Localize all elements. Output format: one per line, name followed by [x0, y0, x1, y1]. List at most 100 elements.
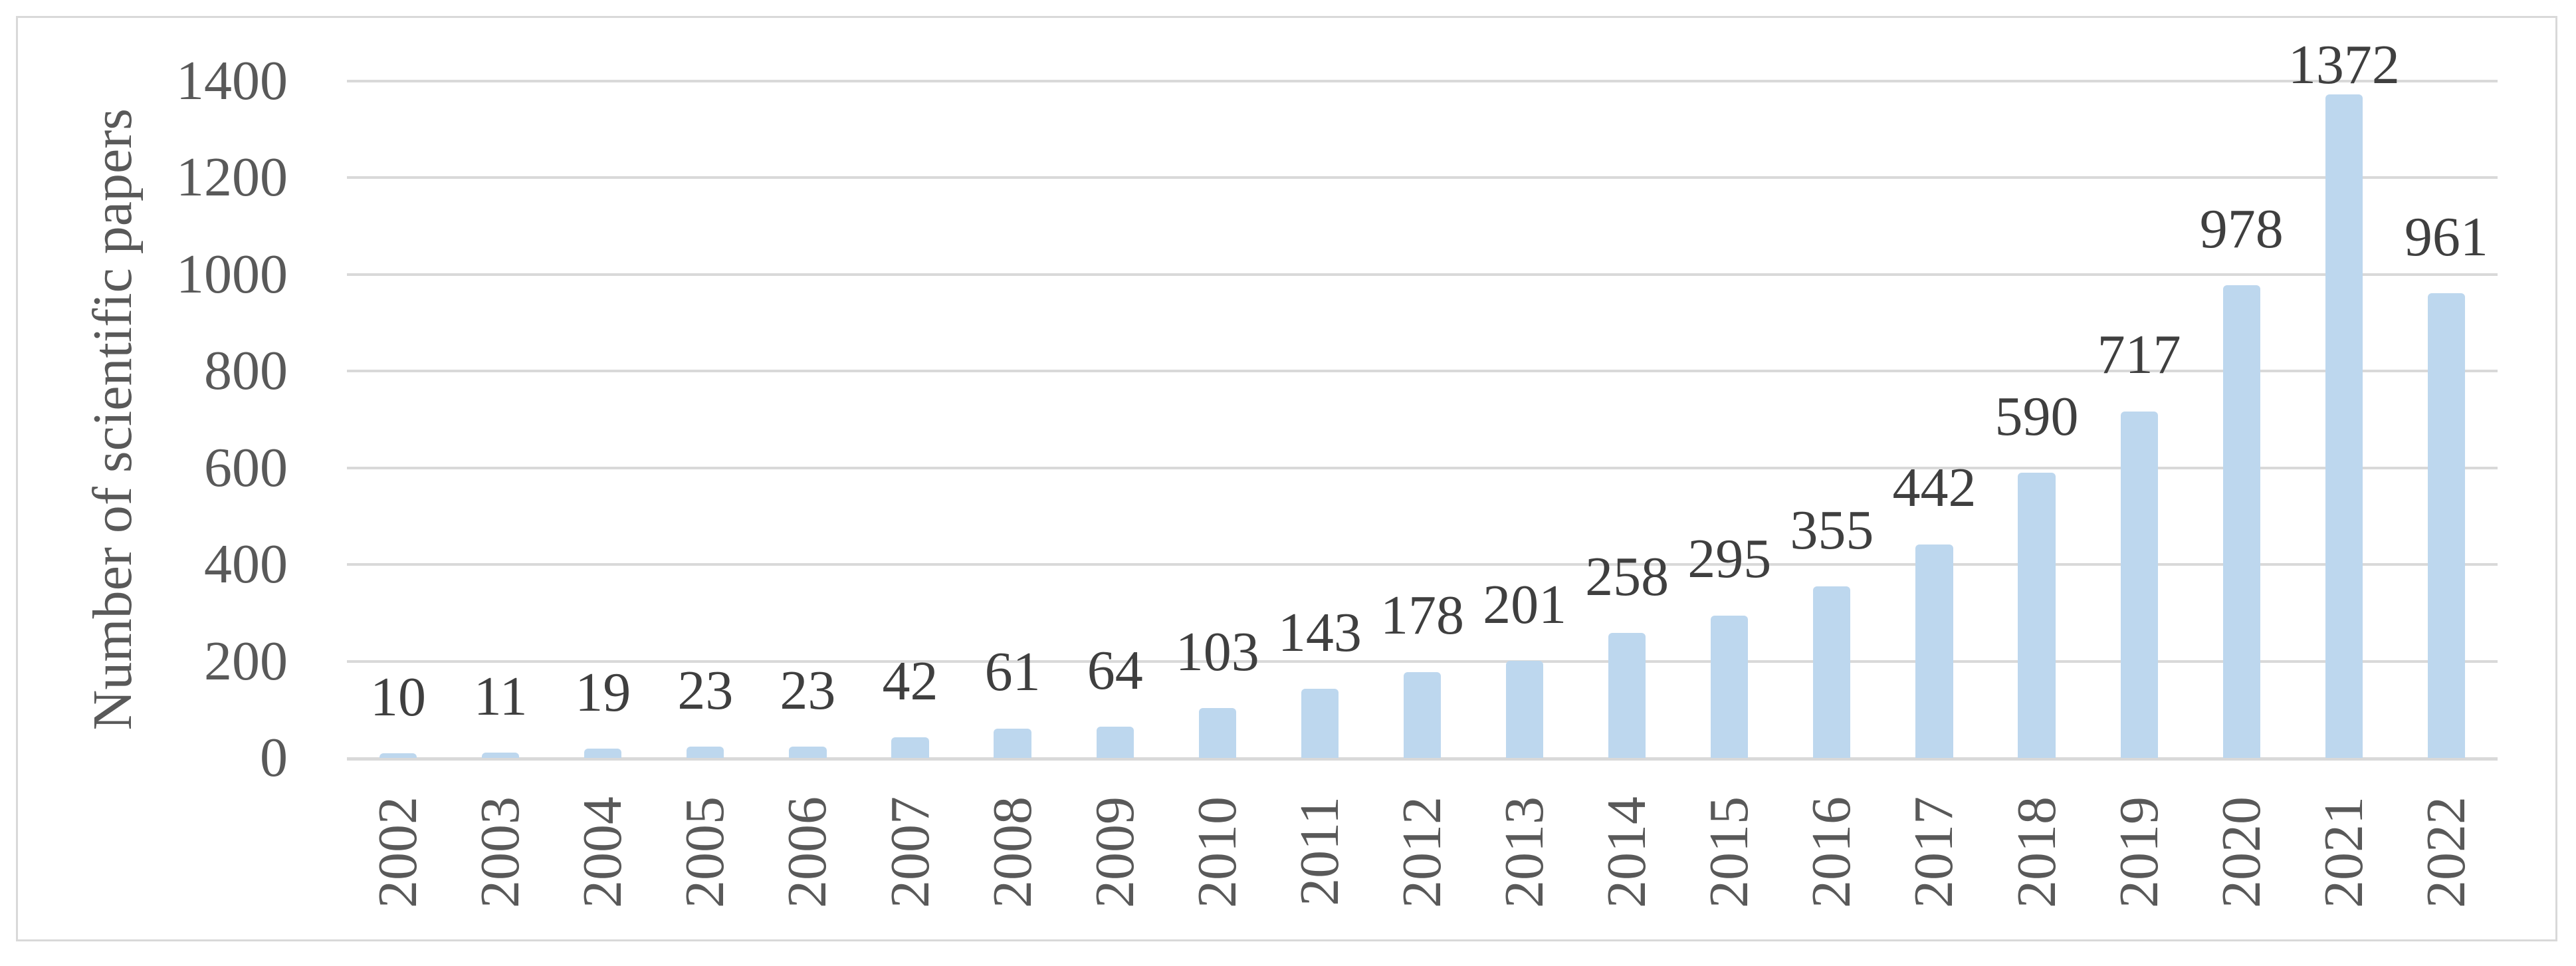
x-tick-label-2010: 2010 — [1186, 796, 1248, 908]
data-label-2016: 355 — [1790, 499, 1874, 561]
x-axis-line — [347, 757, 2498, 761]
bar-2008 — [994, 728, 1031, 758]
gridline-600 — [347, 466, 2498, 469]
bar-slot-2014: 258 2014 — [1576, 81, 1678, 908]
bar-2009 — [1096, 727, 1134, 758]
gridline-1400 — [347, 80, 2498, 82]
bar-2021 — [2325, 94, 2363, 758]
bar-2017 — [1915, 544, 1953, 758]
y-tick-label-200: 200 — [204, 630, 288, 692]
x-tick-label-text: 2010 — [1186, 796, 1248, 908]
data-label-2014: 258 — [1585, 546, 1669, 608]
bar-2018 — [2018, 473, 2056, 758]
x-tick-label-2005: 2005 — [674, 796, 736, 908]
x-tick-label-text: 2011 — [1288, 796, 1350, 906]
x-tick-label-text: 2006 — [776, 796, 839, 908]
bar-slot-2012: 178 2012 — [1371, 81, 1473, 908]
bar-slot-2016: 355 2016 — [1780, 81, 1883, 908]
x-tick-label-2011: 2011 — [1288, 796, 1350, 906]
x-tick-label-text: 2002 — [367, 796, 429, 908]
x-tick-label-2015: 2015 — [1698, 796, 1760, 908]
x-tick-label-2018: 2018 — [2005, 796, 2068, 908]
bar-2016 — [1813, 586, 1851, 758]
bar-slot-2008: 61 2008 — [962, 81, 1064, 908]
bar-2014 — [1608, 633, 1646, 758]
x-tick-label-text: 2005 — [674, 796, 736, 908]
y-tick-label-800: 800 — [204, 340, 288, 402]
x-tick-label-2003: 2003 — [469, 796, 531, 908]
bar-2019 — [2120, 411, 2158, 758]
x-tick-label-text: 2004 — [572, 796, 634, 908]
bar-slot-2020: 978 2020 — [2191, 81, 2293, 908]
x-tick-label-text: 2017 — [1903, 796, 1965, 908]
x-tick-label-2019: 2019 — [2108, 796, 2170, 908]
data-label-2012: 178 — [1380, 584, 1464, 647]
bar-2022 — [2427, 293, 2466, 758]
y-tick-label-600: 600 — [204, 436, 288, 499]
bar-slot-2013: 201 2013 — [1473, 81, 1576, 908]
data-label-2004: 19 — [575, 662, 631, 723]
bar-slot-2019: 717 2019 — [2088, 81, 2191, 908]
bar-2007 — [891, 737, 929, 758]
x-tick-label-2006: 2006 — [776, 796, 839, 908]
bar-2013 — [1505, 660, 1544, 758]
x-tick-label-text: 2013 — [1493, 796, 1556, 908]
data-label-2002: 10 — [370, 665, 427, 728]
bar-2011 — [1301, 689, 1339, 758]
x-tick-label-text: 2018 — [2005, 796, 2068, 908]
gridline-800 — [347, 370, 2498, 373]
bar-slot-2004: 19 2004 — [552, 81, 654, 908]
bar-slot-2005: 23 2005 — [654, 81, 756, 908]
bar-slot-2017: 442 2017 — [1883, 81, 1985, 908]
bar-slot-2018: 590 2018 — [1986, 81, 2088, 908]
y-tick-label-1400: 1400 — [176, 50, 288, 112]
data-label-2019: 717 — [2097, 324, 2181, 386]
x-tick-label-2017: 2017 — [1903, 796, 1965, 908]
data-label-2008: 61 — [984, 641, 1041, 703]
x-tick-label-2016: 2016 — [1800, 796, 1863, 908]
x-tick-label-2002: 2002 — [367, 796, 429, 908]
data-label-2009: 64 — [1087, 640, 1143, 702]
bar-slot-2022: 961 2022 — [2395, 81, 2498, 908]
gridline-1200 — [347, 176, 2498, 180]
y-tick-label-400: 400 — [204, 533, 288, 596]
data-label-2015: 295 — [1687, 528, 1772, 590]
x-tick-label-2008: 2008 — [982, 796, 1043, 908]
x-tick-label-text: 2007 — [879, 796, 941, 908]
x-tick-label-2007: 2007 — [879, 796, 941, 908]
bar-2020 — [2222, 285, 2260, 758]
x-tick-label-2013: 2013 — [1493, 796, 1556, 908]
x-tick-label-text: 2022 — [2415, 796, 2477, 908]
data-label-2022: 961 — [2404, 206, 2488, 269]
bar-2006 — [789, 747, 827, 758]
bar-2015 — [1711, 615, 1749, 758]
x-tick-label-text: 2014 — [1596, 796, 1658, 908]
data-label-2017: 442 — [1892, 457, 1977, 519]
bar-slot-2011: 143 2011 — [1269, 81, 1371, 906]
x-tick-label-2020: 2020 — [2210, 796, 2272, 908]
data-label-2010: 103 — [1175, 620, 1259, 683]
bar-2002 — [379, 753, 417, 758]
data-label-2021: 1372 — [2288, 34, 2400, 96]
bar-2003 — [482, 753, 520, 758]
bar-slot-2002: 10 2002 — [347, 81, 449, 908]
bar-2010 — [1198, 708, 1236, 758]
x-tick-label-2012: 2012 — [1391, 796, 1453, 908]
bar-slot-2006: 23 2006 — [756, 81, 859, 908]
bar-slot-2021: 1372 2021 — [2288, 35, 2400, 908]
x-tick-label-2004: 2004 — [572, 796, 634, 908]
bar-series: 10 2002 11 2003 19 2004 23 2005 23 2006 42 2007 61 20… — [347, 35, 2498, 908]
data-label-2005: 23 — [677, 660, 734, 722]
x-tick-label-text: 2021 — [2312, 796, 2375, 908]
gridline-200 — [347, 660, 2498, 663]
x-tick-label-text: 2009 — [1083, 796, 1146, 908]
data-label-2006: 23 — [780, 660, 836, 722]
bar-slot-2007: 42 2007 — [859, 81, 961, 908]
x-tick-label-text: 2016 — [1800, 796, 1863, 908]
data-label-2003: 11 — [473, 665, 528, 727]
x-tick-label-2021: 2021 — [2312, 796, 2375, 908]
y-tick-label-1000: 1000 — [176, 243, 288, 305]
x-tick-label-text: 2020 — [2210, 796, 2272, 908]
data-label-2018: 590 — [1994, 385, 2079, 447]
